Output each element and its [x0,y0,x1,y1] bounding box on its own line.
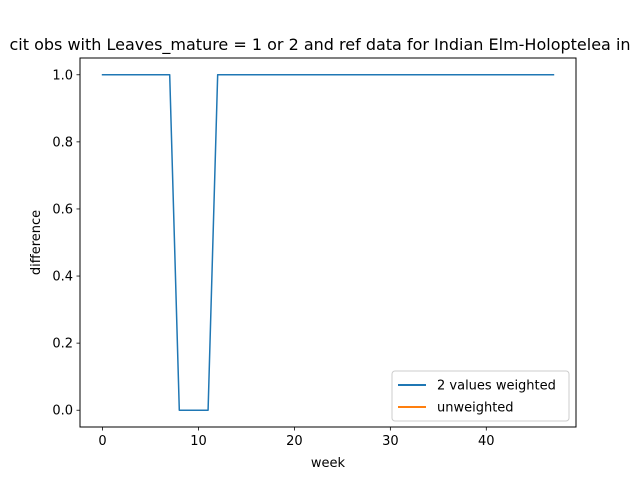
y-tick-label: 1.0 [52,68,73,83]
y-axis-label: difference [29,210,44,275]
plot-frame [79,57,577,428]
y-tick-label: 0.8 [52,135,73,150]
y-tick-label: 0.2 [52,337,73,352]
plot-area [80,58,576,427]
y-tick-label: 0.6 [52,202,73,217]
legend-box [391,370,570,422]
legend-label-unweighted: unweighted [437,401,514,416]
y-axis-ticks: 0.0 0.2 0.4 0.6 0.8 1.0 [52,68,80,419]
x-axis-label: week [311,456,346,471]
x-tick-label: 30 [382,434,399,449]
x-tick-label: 10 [190,434,207,449]
x-tick-label: 0 [98,434,106,449]
x-tick-label: 40 [478,434,495,449]
x-axis-ticks: 0 10 20 30 40 [98,427,495,449]
x-tick-label: 20 [286,434,303,449]
y-tick-label: 0.4 [52,270,73,285]
legend-label-2-values-weighted: 2 values weighted [437,379,556,394]
legend: 2 values weighted unweighted [391,370,570,422]
series-layer [101,74,555,411]
chart-title: cit obs with Leaves_mature = 1 or 2 and … [9,35,630,55]
y-tick-label: 0.0 [52,404,73,419]
series-line-2-values-weighted [101,74,555,411]
